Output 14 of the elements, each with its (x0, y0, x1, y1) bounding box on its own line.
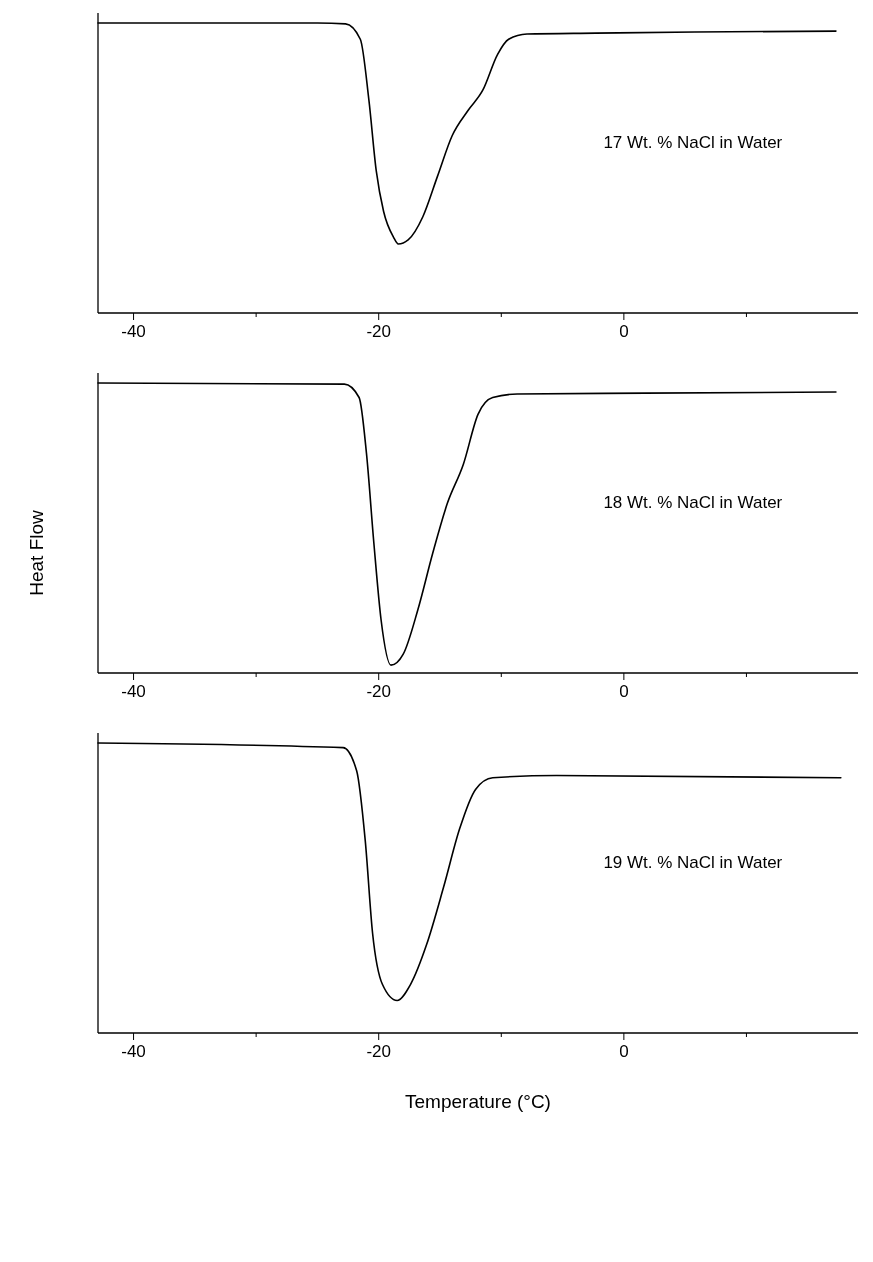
x-tick-label: -20 (366, 322, 391, 341)
annotation: 18 Wt. % NaCl in Water (603, 493, 783, 512)
x-tick-label: 0 (619, 1042, 629, 1061)
x-tick-label: 0 (619, 682, 629, 701)
x-tick-label: 0 (619, 322, 629, 341)
x-tick-label: -40 (121, 322, 146, 341)
x-tick-label: -20 (366, 682, 391, 701)
annotation: 19 Wt. % NaCl in Water (603, 853, 783, 872)
x-axis-title: Temperature (°C) (405, 1091, 551, 1112)
y-axis-title: Heat Flow (26, 509, 47, 596)
x-tick-label: -40 (121, 1042, 146, 1061)
x-tick-label: -40 (121, 682, 146, 701)
annotation: 17 Wt. % NaCl in Water (603, 133, 783, 152)
x-tick-label: -20 (366, 1042, 391, 1061)
